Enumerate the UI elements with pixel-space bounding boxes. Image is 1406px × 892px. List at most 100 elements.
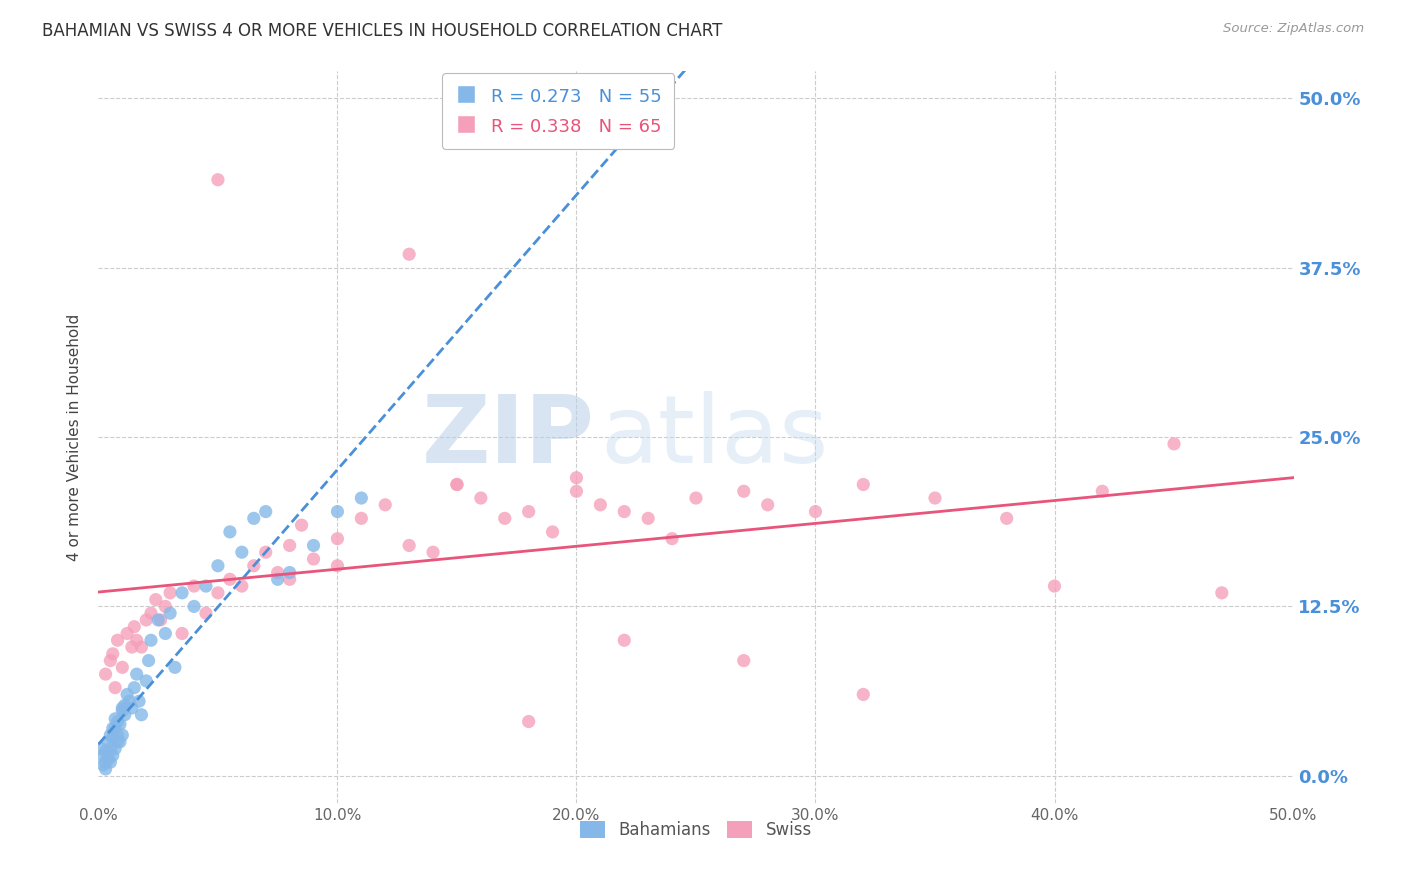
Point [267, 572, 290, 586]
Point [1043, 579, 1066, 593]
Point [101, 748, 124, 763]
Point [149, 613, 172, 627]
Point [446, 477, 468, 491]
Point [350, 511, 373, 525]
Point [97, 752, 120, 766]
Point [422, 545, 444, 559]
Point [733, 654, 755, 668]
Point [172, 586, 194, 600]
Point [111, 701, 134, 715]
Point [101, 647, 124, 661]
Point [589, 498, 612, 512]
Point [107, 633, 129, 648]
Point [195, 606, 218, 620]
Point [326, 532, 349, 546]
Point [145, 592, 167, 607]
Point [326, 558, 349, 573]
Point [207, 558, 229, 573]
Text: ZIP: ZIP [422, 391, 595, 483]
Point [108, 735, 131, 749]
Point [163, 660, 186, 674]
Point [470, 491, 492, 505]
Point [637, 511, 659, 525]
Text: Source: ZipAtlas.com: Source: ZipAtlas.com [1223, 22, 1364, 36]
Point [139, 633, 162, 648]
Point [107, 714, 129, 729]
Point [107, 735, 129, 749]
Point [131, 640, 153, 654]
Point [104, 741, 127, 756]
Point [111, 704, 134, 718]
Point [91, 748, 114, 763]
Point [852, 688, 875, 702]
Point [97, 748, 120, 763]
Point [302, 552, 325, 566]
Point [685, 491, 707, 505]
Point [350, 491, 373, 505]
Point [111, 728, 134, 742]
Point [94, 667, 117, 681]
Point [446, 477, 468, 491]
Point [231, 545, 253, 559]
Text: atlas: atlas [600, 391, 828, 483]
Point [541, 524, 564, 539]
Point [114, 698, 136, 713]
Point [398, 247, 420, 261]
Point [243, 558, 266, 573]
Point [155, 626, 177, 640]
Point [128, 694, 150, 708]
Point [90, 741, 112, 756]
Point [254, 505, 277, 519]
Point [138, 654, 160, 668]
Point [183, 599, 205, 614]
Point [125, 667, 148, 681]
Point [108, 717, 131, 731]
Point [94, 755, 117, 769]
Point [219, 524, 242, 539]
Point [124, 681, 146, 695]
Point [94, 762, 117, 776]
Point [104, 721, 127, 735]
Point [114, 707, 136, 722]
Point [172, 626, 194, 640]
Point [131, 707, 153, 722]
Point [565, 484, 588, 499]
Point [852, 477, 875, 491]
Point [94, 744, 117, 758]
Point [107, 728, 129, 742]
Point [661, 532, 683, 546]
Point [104, 712, 127, 726]
Y-axis label: 4 or more Vehicles in Household: 4 or more Vehicles in Household [67, 313, 83, 561]
Point [494, 511, 516, 525]
Point [517, 714, 540, 729]
Point [243, 511, 266, 525]
Point [155, 599, 177, 614]
Point [267, 566, 290, 580]
Point [219, 572, 242, 586]
Point [104, 681, 127, 695]
Point [1211, 586, 1233, 600]
Point [613, 505, 636, 519]
Point [804, 505, 827, 519]
Point [756, 498, 779, 512]
Point [517, 505, 540, 519]
Point [398, 538, 420, 552]
Legend: Bahamians, Swiss: Bahamians, Swiss [574, 814, 818, 846]
Point [291, 518, 314, 533]
Point [124, 620, 146, 634]
Point [121, 701, 143, 715]
Point [98, 654, 122, 668]
Point [101, 731, 124, 745]
Point [135, 613, 157, 627]
Point [231, 579, 253, 593]
Point [565, 471, 588, 485]
Point [115, 688, 138, 702]
Point [98, 741, 122, 756]
Point [207, 172, 229, 186]
Point [98, 728, 122, 742]
Point [733, 484, 755, 499]
Point [374, 498, 396, 512]
Point [139, 606, 162, 620]
Point [326, 505, 349, 519]
Point [613, 633, 636, 648]
